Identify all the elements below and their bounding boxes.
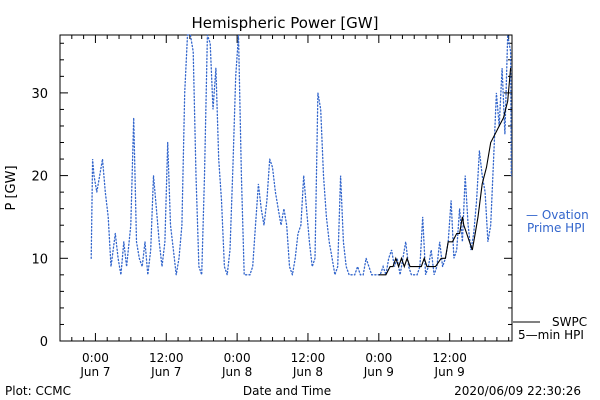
footer-plot-source: Plot: CCMC [5, 384, 71, 398]
plot-area [59, 34, 513, 342]
y-tick-label: 30 [31, 87, 48, 102]
legend-ovation-line1: — Ovation [526, 208, 589, 222]
legend-swpc: SWPC 5—min HPI [513, 315, 587, 342]
x-tick-date-label: Jun 8 [221, 365, 252, 379]
legend-swpc-line2: 5—min HPI [518, 328, 584, 342]
legend-ovation: — Ovation Prime HPI [526, 208, 589, 235]
footer-timestamp: 2020/06/09 22:30:26 [454, 384, 581, 398]
x-tick-time-label: 12:00 [291, 351, 326, 365]
x-tick-time-label: 12:00 [149, 351, 184, 365]
y-tick-label: 20 [31, 170, 48, 185]
legend-ovation-line2: Prime HPI [527, 221, 585, 235]
y-tick-label: 10 [31, 252, 48, 267]
series-layer [90, 34, 512, 278]
x-tick-time-label: 12:00 [432, 351, 467, 365]
series-swpc-5min-hpi [378, 68, 512, 276]
x-tick-time-label: 0:00 [82, 351, 109, 365]
chart-title: Hemispheric Power [GW] [192, 14, 379, 32]
x-tick-time-label: 0:00 [365, 351, 392, 365]
x-tick-date-label: Jun 9 [434, 365, 465, 379]
x-tick-date-label: Jun 9 [363, 365, 394, 379]
x-tick-date-label: Jun 7 [150, 365, 181, 379]
x-tick-date-label: Jun 7 [79, 365, 110, 379]
x-axis-label: Date and Time [243, 384, 331, 398]
x-tick-date-label: Jun 8 [292, 365, 323, 379]
y-tick-labels: 0 10 20 30 [31, 87, 48, 350]
x-tick-time-label: 0:00 [224, 351, 251, 365]
y-tick-label: 0 [40, 335, 48, 350]
legend-swpc-line1: SWPC [552, 315, 587, 329]
series-ovation-prime-hpi [90, 34, 512, 278]
plot-frame [59, 34, 513, 342]
axis-ticks [59, 35, 512, 342]
y-axis-label: P [GW] [4, 165, 19, 210]
